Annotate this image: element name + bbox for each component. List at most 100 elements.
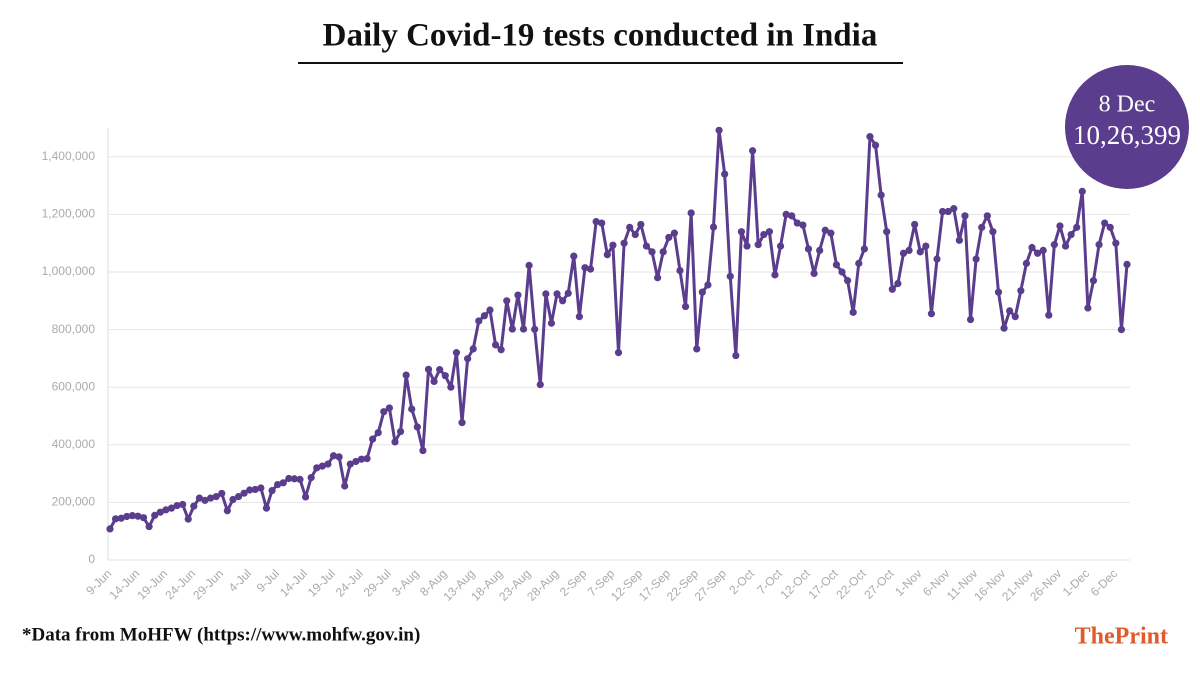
y-tick-label: 800,000 [52,322,96,336]
point [983,212,991,220]
y-tick-label: 200,000 [52,495,96,509]
point [475,317,483,325]
point [385,404,393,412]
point [816,246,824,254]
point [609,241,617,249]
point [531,325,539,333]
point [251,485,259,494]
point [938,207,947,216]
point [827,229,835,237]
point [452,349,461,357]
y-tick-label: 1,000,000 [42,264,96,278]
point [799,221,807,229]
point [480,312,488,320]
point [391,438,399,446]
point [151,511,159,519]
point [771,271,779,279]
point [654,274,662,282]
point [469,345,477,353]
point [877,191,885,199]
point [626,223,634,231]
point [1101,219,1109,227]
point [665,233,673,242]
point [592,218,600,226]
point [955,236,963,244]
point [586,265,595,273]
point [860,245,868,253]
point [950,205,958,213]
point [408,405,416,413]
point [670,229,678,237]
point [179,500,187,509]
point [1050,241,1058,249]
point [206,494,215,502]
point [123,512,131,521]
point [1084,304,1092,312]
point [916,248,924,256]
point [285,474,293,483]
point [542,290,550,298]
point [838,268,846,276]
point [346,460,354,468]
point [329,452,338,460]
point [749,147,757,155]
y-tick-label: 1,400,000 [42,149,96,163]
point [413,423,421,431]
point [788,212,796,220]
point [262,504,271,512]
point [1106,223,1114,231]
point [246,486,254,494]
point [464,355,472,363]
point [832,261,841,269]
point [1039,246,1047,254]
point [234,493,243,501]
callout-value: 10,26,399 [1073,120,1181,150]
y-tick-label: 400,000 [52,437,96,451]
point [933,255,941,263]
point [190,502,198,510]
point [804,245,813,253]
point [883,228,891,236]
point [564,289,572,297]
point [743,242,751,250]
point [598,219,606,227]
point [1117,326,1126,334]
point [491,341,500,349]
chart-title: Daily Covid-19 tests conducted in India [323,18,878,54]
point [1056,222,1064,230]
point [424,365,433,373]
point [307,474,315,482]
point [430,377,438,386]
point [927,310,936,318]
point [760,230,768,239]
point [357,455,366,463]
point [296,475,304,483]
point [447,383,455,391]
point [290,475,299,483]
point [536,381,544,389]
point [570,252,578,260]
point [1061,242,1070,250]
point [637,220,645,229]
point [693,345,701,353]
point [922,242,930,250]
point [1033,249,1042,257]
point [866,133,874,141]
point [721,170,729,178]
point [782,210,790,218]
point [1045,311,1053,319]
point [849,308,857,316]
point [726,272,734,280]
point [989,228,997,236]
point [1078,187,1086,195]
point [274,480,282,489]
callout-circle [1065,65,1189,189]
point [486,306,494,314]
point [1017,287,1025,295]
point [436,366,444,374]
point [525,261,533,269]
point [1073,223,1081,231]
point [776,242,785,250]
